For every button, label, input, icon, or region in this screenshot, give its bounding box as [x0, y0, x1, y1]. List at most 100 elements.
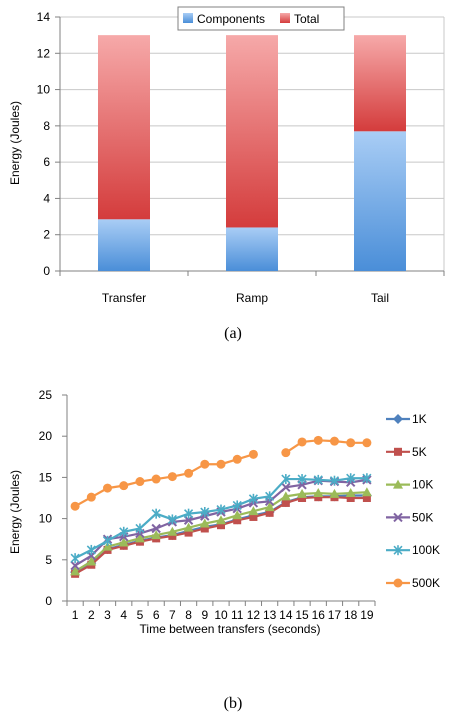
legend-marker-500k	[393, 578, 403, 588]
chart-b-x-tick-label: 13	[263, 608, 277, 622]
legend-label-500k: 500K	[412, 576, 440, 590]
legend-label-100k: 100K	[412, 543, 440, 557]
chart-b-x-tick-label: 4	[120, 608, 127, 622]
point-500k	[119, 481, 129, 491]
point-100k	[248, 493, 258, 504]
chart-b-y-tick-label: 25	[39, 388, 53, 402]
point-50k	[70, 560, 80, 571]
chart-b-x-tick-label: 19	[360, 608, 374, 622]
point-500k	[135, 477, 145, 487]
point-500k	[232, 454, 242, 464]
point-100k	[232, 500, 242, 511]
chart-a-x-tick-label: Transfer	[102, 291, 146, 305]
point-50k-stroke	[281, 482, 291, 492]
point-500k	[297, 437, 307, 447]
point-5k	[200, 524, 209, 533]
chart-a-bars	[98, 35, 406, 271]
legend-swatch-total	[280, 13, 290, 23]
point-50k	[183, 515, 194, 525]
point-10k	[102, 541, 113, 551]
legend-marker-5k	[394, 447, 402, 456]
caption-b: (b)	[224, 695, 243, 712]
point-50k-stroke	[151, 523, 161, 534]
chart-a-y-tick-label: 2	[43, 228, 50, 242]
point-10k	[151, 530, 162, 540]
chart-a-y-tick-label: 4	[43, 191, 50, 205]
point-5k	[233, 516, 242, 525]
bar-components-tail	[354, 131, 406, 271]
point-5k	[346, 494, 355, 502]
point-5k	[168, 531, 177, 540]
point-500k	[346, 438, 356, 448]
chart-b-axes	[62, 394, 376, 606]
bar-total-tail	[354, 35, 406, 132]
point-10k	[199, 518, 210, 528]
bar-total-ramp	[226, 35, 278, 228]
point-10k	[345, 488, 356, 498]
legend-label-5k: 5K	[412, 445, 427, 459]
chart-b-x-tick-label: 1	[72, 608, 79, 622]
point-10k	[167, 526, 178, 536]
point-5k	[184, 528, 193, 537]
point-100k	[329, 475, 340, 486]
legend-marker-50k-stroke	[393, 512, 403, 523]
point-50k-stroke	[70, 560, 80, 571]
point-500k	[86, 492, 96, 502]
bar-total-transfer	[98, 35, 150, 220]
chart-a-y-axis-label: Energy (Joules)	[8, 101, 22, 185]
point-500k	[216, 459, 226, 469]
series-10k	[70, 487, 372, 576]
chart-b-y-tick-label: 0	[45, 594, 52, 608]
point-500k	[362, 438, 372, 448]
point-10k	[134, 533, 145, 543]
chart-a-legend: Components Total	[177, 6, 345, 31]
chart-a-y-tick-label: 6	[43, 155, 50, 169]
legend-marker-50k	[393, 512, 403, 523]
chart-a-y-tick-label: 14	[37, 10, 51, 24]
point-10k	[70, 566, 81, 576]
point-100k	[135, 523, 145, 534]
series-1k	[70, 490, 372, 578]
point-50k	[281, 482, 291, 492]
chart-b-x-tick-label: 11	[231, 608, 244, 622]
legend-label-10k: 10K	[412, 478, 433, 492]
chart-a-y-tick-label: 10	[37, 83, 51, 97]
point-100k	[167, 514, 177, 525]
chart-b-x-tick-label: 14	[279, 608, 293, 622]
series-line-500k	[74, 453, 254, 508]
point-500k	[200, 459, 210, 469]
series-100k	[70, 473, 372, 564]
point-100k	[70, 553, 80, 564]
bar-components-ramp	[226, 227, 278, 271]
point-5k	[281, 498, 290, 507]
chart-a-y-tick-label: 8	[43, 119, 50, 133]
chart-b-x-tick-label: 12	[247, 608, 261, 622]
point-100k	[281, 474, 291, 485]
point-100k	[151, 508, 161, 519]
legend-label-1k: 1K	[412, 412, 427, 426]
chart-b-x-tick-label: 2	[88, 608, 95, 622]
chart-b-x-tick-label: 8	[185, 608, 192, 622]
chart-b-x-tick-label: 5	[137, 608, 144, 622]
point-5k	[298, 494, 307, 502]
chart-b-x-tick-label: 15	[295, 608, 309, 622]
chart-b-x-axis-label: Time between transfers (seconds)	[140, 622, 321, 636]
point-10k	[118, 537, 129, 547]
chart-a: 0 2 4 6 8 10 12 14 Transfer Ramp Tail Energy (Joul…	[8, 6, 445, 305]
point-500k	[151, 474, 161, 484]
chart-b-x-tick-label: 18	[344, 608, 358, 622]
bar-components-transfer	[98, 219, 150, 271]
point-500k	[103, 483, 113, 493]
point-50k	[151, 523, 161, 534]
point-100k	[362, 473, 372, 484]
chart-a-legend-box	[177, 6, 345, 31]
chart-a-y-tick-label: 0	[43, 264, 50, 278]
point-100k	[86, 544, 96, 555]
point-100k	[346, 473, 356, 484]
point-500k	[281, 448, 291, 458]
legend-label-total: Total	[294, 12, 319, 26]
point-10k	[313, 488, 324, 498]
point-5k	[249, 512, 258, 521]
